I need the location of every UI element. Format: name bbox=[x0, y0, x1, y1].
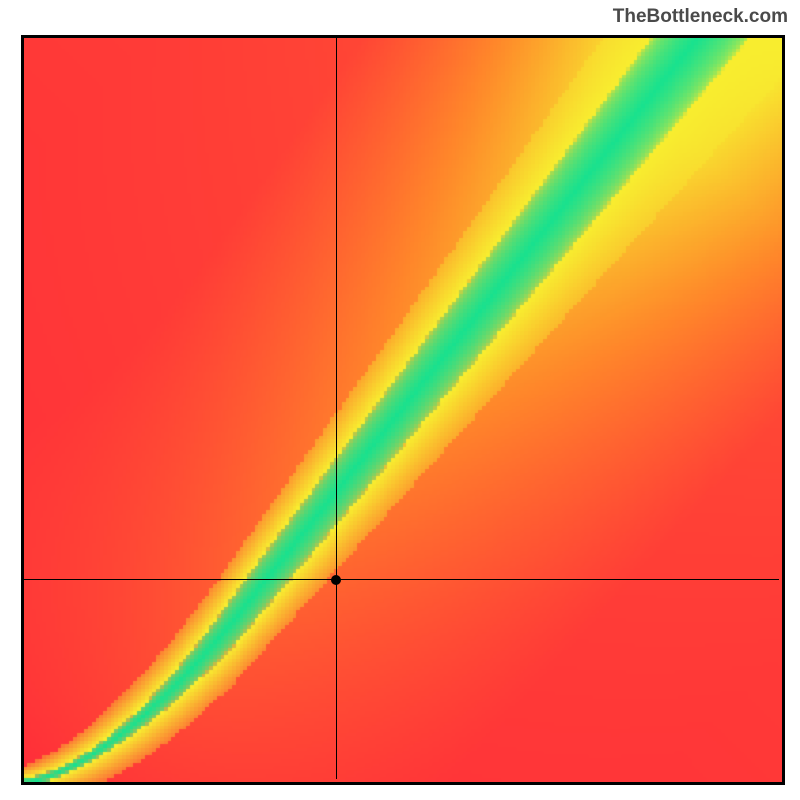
bottleneck-heatmap bbox=[21, 35, 785, 785]
crosshair-horizontal-line bbox=[21, 579, 779, 580]
crosshair-dot bbox=[331, 575, 341, 585]
source-attribution-label: TheBottleneck.com bbox=[613, 6, 788, 28]
crosshair-vertical-line bbox=[336, 35, 337, 779]
